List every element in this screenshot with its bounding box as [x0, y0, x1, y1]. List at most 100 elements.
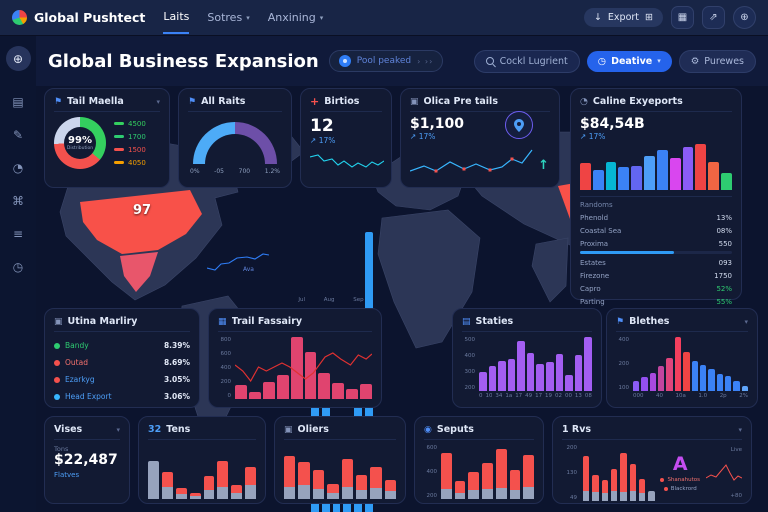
legend-item: 1700	[114, 133, 146, 141]
chart-bar	[454, 445, 466, 499]
chevron-down-icon[interactable]: ▾	[744, 317, 748, 326]
share-button[interactable]: ⇗	[702, 6, 725, 29]
search-button[interactable]: Cockl Lugrient	[473, 49, 580, 73]
axis-label: 1.0	[698, 393, 708, 399]
trend-up-icon: ↗	[410, 132, 417, 142]
sidebar-item-links[interactable]: ⌘	[12, 184, 24, 217]
chart-bar	[175, 445, 187, 499]
nav-item-laits[interactable]: Laits	[163, 1, 190, 34]
calendar-button[interactable]: ▦	[671, 6, 694, 29]
sidebar-item-layers[interactable]: ≡	[13, 217, 23, 250]
download-icon: ↓	[593, 12, 602, 23]
export-button[interactable]: ↓ Export ⊞	[583, 8, 663, 27]
panel-icon: ▣	[54, 316, 63, 327]
search-label: Cockl Lugrient	[499, 55, 568, 67]
list-item[interactable]: Parting 55%	[580, 295, 732, 308]
metric-row: Bandy 8.39%	[54, 337, 190, 354]
region-usa-highlight	[80, 190, 202, 254]
list-value: 13%	[716, 213, 732, 222]
layers-icon: ≡	[12, 226, 24, 241]
chevron-down-icon: ▾	[319, 13, 324, 22]
card-all-raits: ⚑ All Raits 0% -05 700 1.2%	[178, 88, 292, 188]
card-title: Staties	[475, 316, 514, 327]
legend-label: Shanahutos	[667, 476, 700, 483]
export-label: Export	[607, 12, 640, 23]
card-title: Tail Maella	[67, 96, 124, 107]
chart-bar	[724, 337, 732, 391]
chart-bar	[583, 445, 590, 501]
clock-icon: ◷	[597, 55, 607, 67]
y-axis: 200 130 49	[562, 445, 578, 501]
legend-dot	[660, 477, 665, 482]
chart-bar	[669, 144, 681, 191]
avatar-button[interactable]: ⊕	[733, 6, 756, 29]
brand-logo[interactable]: Global Pushtect	[12, 10, 145, 25]
metric-value: 8.69%	[163, 358, 190, 367]
metric-label: Bandy	[65, 341, 89, 350]
expand-icon: ⊞	[645, 12, 653, 23]
chart-bar	[674, 337, 682, 391]
link-icon: ⌘	[12, 193, 24, 208]
card-olica-pre-tails: ▣ Olica Pre tails $1,100 ↗ 17% ↑	[400, 88, 560, 188]
list-item[interactable]: Firezone 1750	[580, 269, 732, 282]
chart-bar	[620, 445, 627, 501]
secondary-action-button[interactable]: ⚙ Purewes	[678, 49, 756, 73]
axis-label: 100	[618, 385, 630, 391]
kpi-link[interactable]: Flatves	[54, 471, 80, 480]
nav-item-anxining[interactable]: Anxining ▾	[268, 2, 324, 33]
progress-bar	[580, 251, 675, 255]
legend-swatch	[114, 148, 124, 151]
chart-bar	[695, 144, 707, 191]
list-item[interactable]: Capro 52%	[580, 282, 732, 295]
card-title: Trail Fassairy	[231, 316, 303, 327]
axis-label: 1a	[505, 393, 513, 399]
chart-bar	[235, 337, 247, 399]
chart-bar	[526, 337, 535, 391]
list-item[interactable]: Coastal Sea 08%	[580, 224, 732, 237]
list-item[interactable]: Estates 093	[580, 256, 732, 269]
axis-label: 200	[220, 379, 232, 385]
chart-bar	[327, 445, 339, 499]
chart-bar	[716, 337, 723, 391]
status-badge[interactable]: Pool peaked › ››	[328, 50, 444, 72]
chart-bar	[276, 337, 289, 399]
chart-bar	[648, 445, 655, 501]
chart-bar	[231, 445, 243, 499]
chart-bar	[290, 337, 303, 399]
nav-item-sotres[interactable]: Sotres ▾	[207, 2, 249, 33]
kpi-sublabel: Tons	[54, 445, 69, 453]
map-trend-line	[207, 253, 269, 271]
histogram-chart	[633, 337, 749, 391]
chevron-down-icon[interactable]: ▾	[738, 425, 742, 434]
chart-bar	[691, 337, 698, 391]
sidebar-item-docs[interactable]: ▤	[12, 85, 23, 118]
list-label: Parting	[580, 297, 605, 306]
list-item[interactable]: Proxima 550	[580, 237, 732, 250]
sidebar-item-history[interactable]: ◷	[13, 250, 23, 283]
delta-label: +80	[730, 493, 742, 499]
donut-chart: 99% Distribution	[54, 117, 106, 169]
trend-line	[235, 352, 372, 383]
location-pin-badge	[505, 111, 533, 139]
chevron-down-icon[interactable]: ▾	[116, 425, 120, 434]
chart-bar	[346, 337, 359, 399]
chart-bar	[708, 337, 715, 391]
kpi-delta-value: 17%	[318, 135, 336, 145]
primary-action-button[interactable]: ◷ Deative ▾	[586, 50, 672, 72]
sidebar-item-charts[interactable]: ◔	[13, 151, 23, 184]
chart-bar	[217, 445, 229, 499]
axis-label: 17	[535, 393, 543, 399]
chart-bar	[488, 337, 497, 391]
legend-item: 1500	[114, 146, 146, 154]
grid-icon: ▦	[218, 316, 227, 327]
sidebar-item-globe[interactable]: ⊕	[5, 46, 31, 71]
chart-bar	[262, 337, 275, 399]
chart-bar	[312, 445, 325, 499]
chevron-down-icon[interactable]: ▾	[156, 97, 160, 106]
chart-bar	[641, 337, 648, 391]
list-value: 1750	[714, 271, 732, 280]
region-mexico-highlight	[120, 252, 158, 292]
list-item[interactable]: Phenold 13%	[580, 211, 732, 224]
sidebar-item-edit[interactable]: ✎	[13, 118, 23, 151]
y-axis: 800 600 400 200 0	[218, 337, 232, 399]
